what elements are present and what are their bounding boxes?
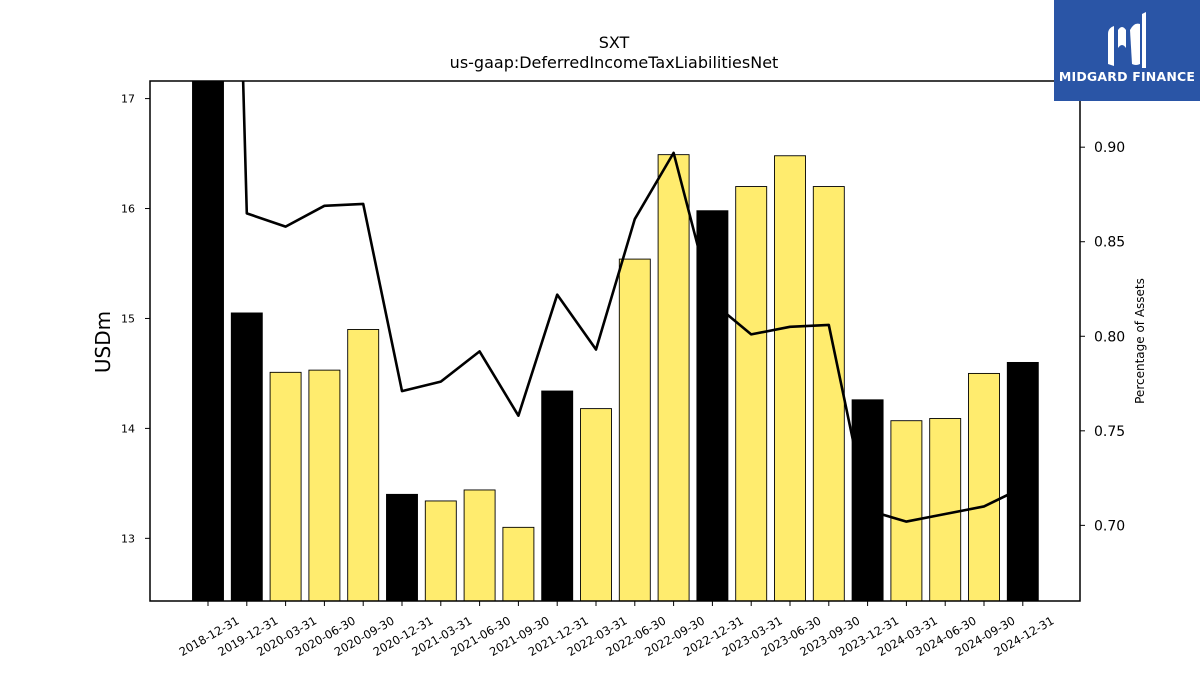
bar-2022-03-31	[580, 408, 612, 601]
bar-2023-09-30	[812, 186, 845, 601]
bar-2022-06-30	[618, 258, 651, 601]
logo-mark-icon	[1108, 12, 1146, 68]
y-tick-label-13: 13	[121, 532, 135, 545]
x-axis: 2018-12-312019-12-312020-03-312020-06-30…	[177, 601, 1056, 659]
bars-group	[192, 81, 1039, 601]
plot-frame	[149, 80, 1081, 602]
bar-2023-12-31	[851, 399, 884, 601]
bar-2021-12-31	[541, 390, 574, 601]
bar-2024-06-30	[929, 418, 962, 601]
y2-tick-label-0.70: 0.70	[1094, 518, 1125, 534]
y2-tick-label-0.85: 0.85	[1094, 235, 1125, 251]
bar-2023-06-30	[774, 155, 806, 601]
bar-2020-03-31	[269, 371, 302, 601]
bar-2022-09-30	[657, 154, 690, 601]
y-axis-right: 0.70 0.75 0.80 0.85 0.90	[1080, 140, 1125, 534]
chart-subtitle: us-gaap:DeferredIncomeTaxLiabilitiesNet	[450, 53, 779, 72]
y2-tick-label-0.80: 0.80	[1094, 329, 1125, 345]
bar-2024-03-31	[890, 420, 923, 601]
brand-logo: MIDGARD FINANCE	[1054, 0, 1200, 101]
chart-title: SXT	[599, 33, 630, 52]
bar-2020-12-31	[386, 493, 418, 601]
y-tick-label-15: 15	[121, 312, 135, 325]
bar-2020-09-30	[347, 329, 380, 601]
bar-2021-06-30	[463, 489, 496, 601]
bar-2021-09-30	[502, 526, 535, 601]
y2-tick-label-0.75: 0.75	[1094, 424, 1125, 440]
y-axis-label: USDm	[91, 311, 115, 373]
bar-2021-03-31	[424, 500, 457, 601]
bar-2023-03-31	[735, 186, 768, 601]
line-percentage-of-assets	[241, 81, 1024, 523]
line-layer	[241, 81, 1024, 523]
y-tick-label-14: 14	[121, 422, 135, 435]
y-tick-label-17: 17	[121, 93, 135, 106]
y2-tick-label-0.90: 0.90	[1094, 140, 1125, 156]
y2-axis-label: Percentage of Assets	[1133, 278, 1147, 404]
bar-2019-12-31	[230, 312, 263, 601]
bar-2024-09-30	[968, 372, 1000, 601]
bar-2024-12-31	[1006, 361, 1039, 601]
bar-2018-12-31	[192, 81, 224, 601]
y-tick-label-16: 16	[121, 203, 135, 216]
y-axis-left: 13 14 15 16 17	[121, 93, 150, 545]
logo-text: MIDGARD FINANCE	[1058, 69, 1196, 84]
bar-2020-06-30	[308, 369, 341, 601]
bar-2022-12-31	[696, 210, 729, 601]
